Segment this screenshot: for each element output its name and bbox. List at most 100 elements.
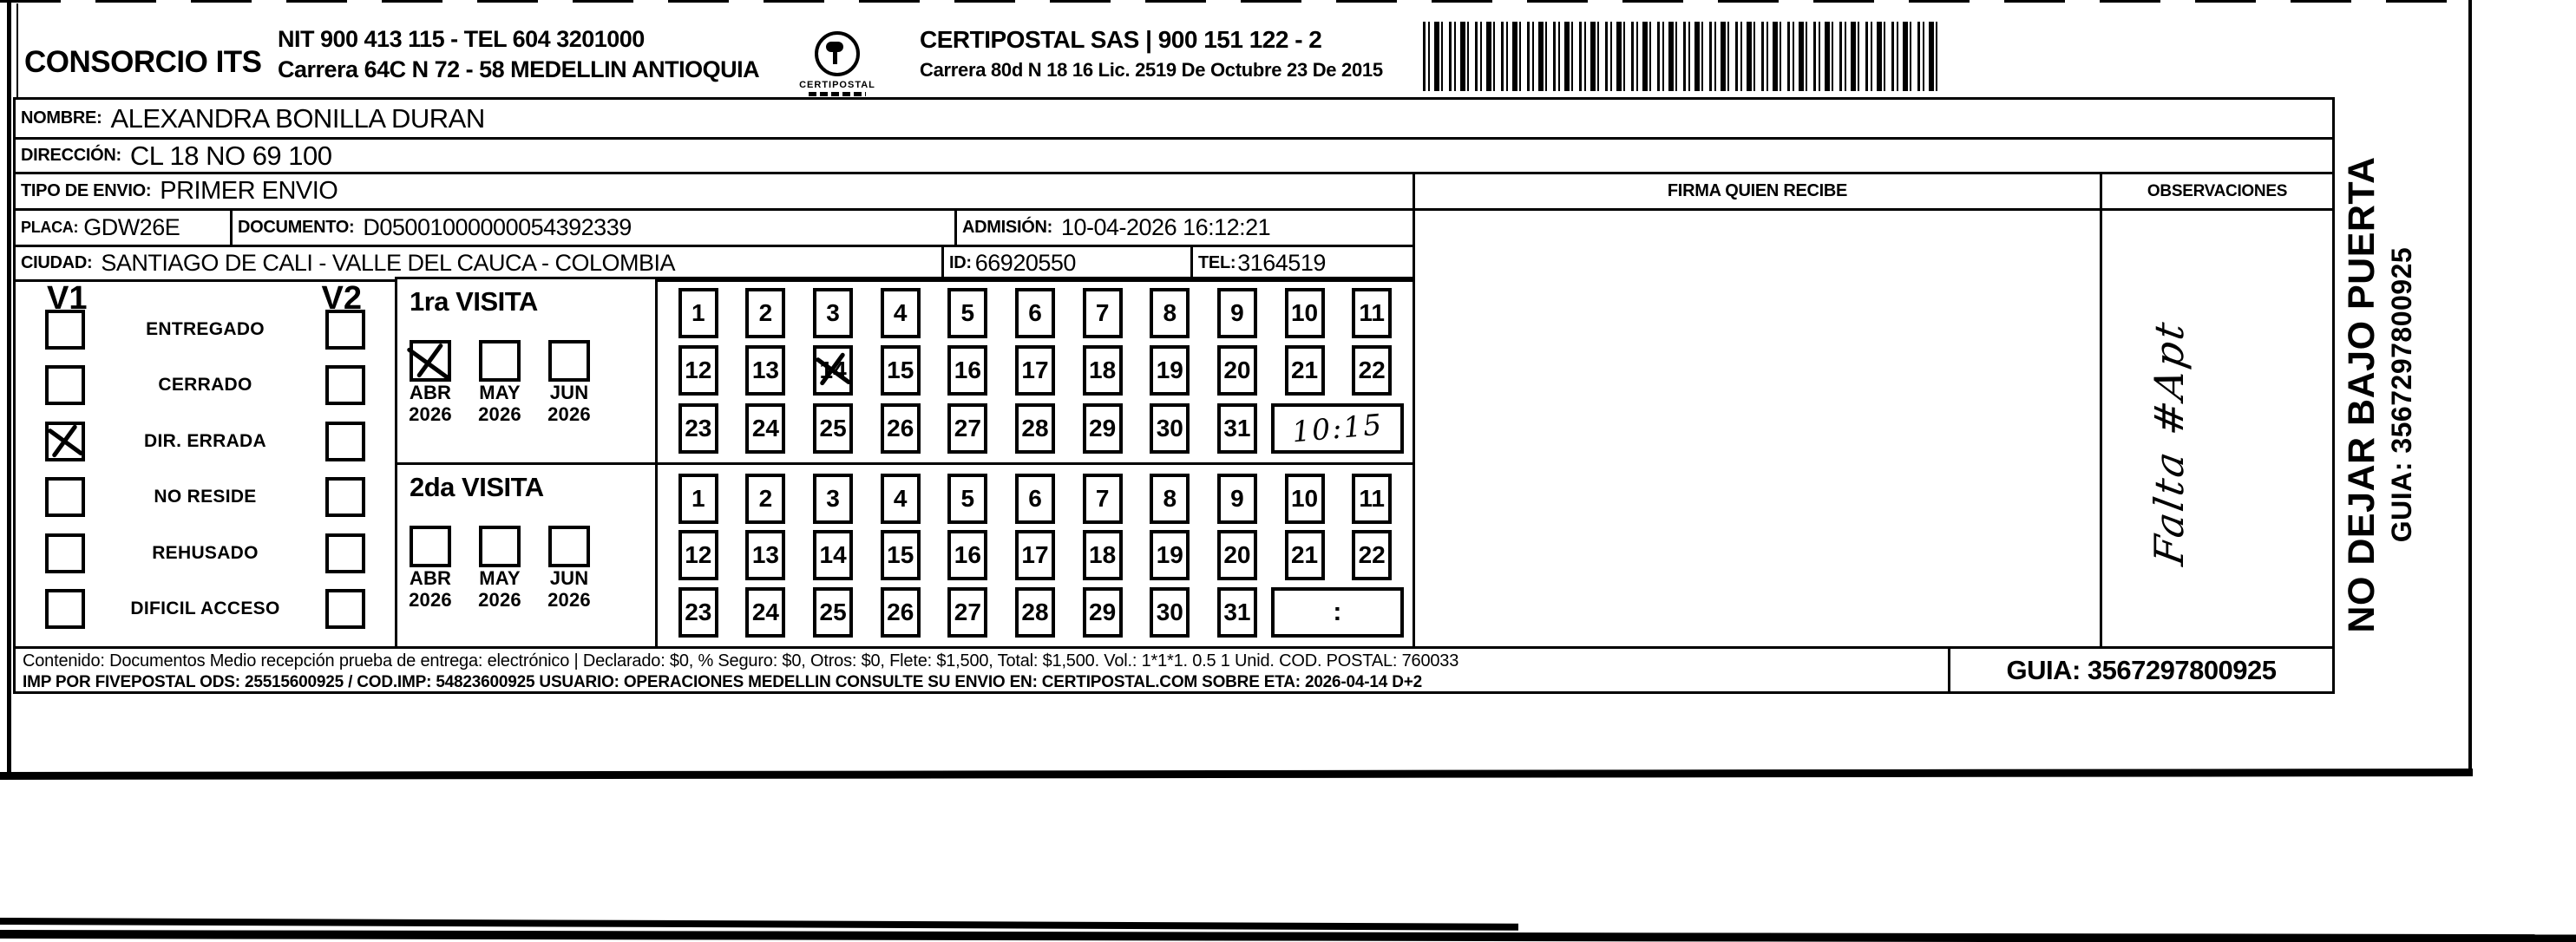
day-number: 26 xyxy=(880,402,921,454)
status-option-label: NO RESIDE xyxy=(154,487,257,507)
day-cell: 22 xyxy=(1352,345,1393,396)
company-nit-line: NIT 900 413 115 - TEL 604 3201000 xyxy=(278,26,645,52)
day-number: 16 xyxy=(947,530,988,581)
day-cell: 10 xyxy=(1284,288,1325,339)
status-option-label: DIFICIL ACCESO xyxy=(130,598,280,618)
footer-details-cell: Contenido: Documentos Medio recepción pr… xyxy=(13,646,1950,694)
day-cell: 10 xyxy=(1284,473,1325,524)
scan-top-edge-line xyxy=(0,0,2477,3)
day-cell: 8 xyxy=(1150,473,1190,524)
day-number: 7 xyxy=(1082,288,1123,339)
day-number: 28 xyxy=(1014,402,1055,454)
tipo-envio-label: TIPO DE ENVIO: xyxy=(21,181,152,200)
day-cell: 7 xyxy=(1082,473,1123,524)
day-number: 31 xyxy=(1216,587,1257,638)
day-cell: 18 xyxy=(1082,530,1123,581)
day-number: 14 xyxy=(813,345,854,396)
day-number: 5 xyxy=(947,288,988,339)
day-cell: 4 xyxy=(880,473,921,524)
day-number: 15 xyxy=(880,345,921,396)
v2-checkbox xyxy=(325,421,365,461)
certipostal-logo: CERTIPOSTAL xyxy=(785,31,889,96)
month-label: JUN xyxy=(549,382,589,403)
v1-checkbox xyxy=(45,533,85,573)
scan-right-edge-line xyxy=(2468,0,2472,774)
month-year: 2026 xyxy=(547,589,591,611)
day-cell: 27 xyxy=(947,587,988,638)
first-visit-panel: 1ra VISITA ABR 2026 MAY 2026 JUN 2026 xyxy=(395,277,658,465)
day-cell: 23 xyxy=(678,402,718,454)
day-cell: 6 xyxy=(1014,288,1055,339)
day-number: 30 xyxy=(1150,402,1190,454)
day-number: 23 xyxy=(678,402,718,454)
id-value: 66920550 xyxy=(974,250,1077,276)
day-cell: 19 xyxy=(1150,530,1190,581)
firma-signature-area xyxy=(1413,208,2102,649)
day-cell: 30 xyxy=(1150,402,1190,454)
tel-value: 3164519 xyxy=(1237,250,1326,276)
company-name: CONSORCIO ITS xyxy=(24,45,262,79)
day-cell: 21 xyxy=(1284,345,1325,396)
day-cell: 1 xyxy=(678,288,718,339)
status-option-row: DIFICIL ACCESO xyxy=(16,588,395,629)
status-option-label: REHUSADO xyxy=(152,542,259,563)
day-number: 25 xyxy=(813,587,854,638)
day-number: 13 xyxy=(745,345,786,396)
nombre-row: NOMBRE: ALEXANDRA BONILLA DURAN xyxy=(13,97,2335,140)
day-cell: 20 xyxy=(1216,530,1257,581)
v1-checkbox xyxy=(45,365,85,406)
month-year: 2026 xyxy=(409,589,452,611)
postal-address-line: Carrera 80d N 18 16 Lic. 2519 De Octubre… xyxy=(920,59,1383,81)
month-checkbox xyxy=(410,526,451,567)
month-checkbox xyxy=(479,340,521,382)
observaciones-column-header: OBSERVACIONES xyxy=(2100,172,2335,211)
day-cell: 12 xyxy=(678,345,718,396)
status-option-row: REHUSADO xyxy=(16,533,395,573)
v2-checkbox xyxy=(325,477,365,518)
handwritten-time: 10:15 xyxy=(1290,407,1385,449)
v1-column-header: V1 xyxy=(47,280,88,317)
day-number: 18 xyxy=(1082,530,1123,581)
day-cell: 9 xyxy=(1216,473,1257,524)
month-checkbox xyxy=(410,340,451,382)
v2-checkbox xyxy=(325,588,365,629)
day-cell: 13 xyxy=(745,345,786,396)
day-number: 10 xyxy=(1284,473,1325,524)
firma-column-header: FIRMA QUIEN RECIBE xyxy=(1413,172,2102,211)
first-visit-calendar: 1 2 3 4 5 6 7 8 9 10 11 12 xyxy=(655,277,1415,465)
month-checkbox xyxy=(479,526,521,567)
first-visit-months: ABR 2026 MAY 2026 JUN 2026 xyxy=(409,340,655,425)
direccion-value: CL 18 NO 69 100 xyxy=(129,140,332,171)
month-option: MAY 2026 xyxy=(478,526,521,611)
day-number: 3 xyxy=(813,473,854,524)
day-number: 2 xyxy=(745,288,786,339)
second-visit-months: ABR 2026 MAY 2026 JUN 2026 xyxy=(409,526,655,611)
day-number: 8 xyxy=(1150,473,1190,524)
day-number: 24 xyxy=(745,587,786,638)
handwritten-observation-note: Falta #Apt xyxy=(2146,316,2193,569)
second-visit-title: 2da VISITA xyxy=(410,472,544,502)
day-number: 8 xyxy=(1150,288,1190,339)
day-cell: 1 xyxy=(678,473,718,524)
admision-label: ADMISIÓN: xyxy=(962,218,1052,237)
day-number: 17 xyxy=(1014,345,1055,396)
second-visit-panel: 2da VISITA ABR 2026 MAY 2026 JUN 2026 xyxy=(395,462,658,649)
day-cell: 2 xyxy=(745,473,786,524)
v2-checkbox xyxy=(325,310,365,350)
footer-imp-line: IMP POR FIVEPOSTAL ODS: 25515600925 / CO… xyxy=(23,673,1422,691)
day-cell: 31 xyxy=(1216,587,1257,638)
day-number: 20 xyxy=(1216,345,1257,396)
v2-checkbox xyxy=(325,533,365,573)
certipostal-logo-text: CERTIPOSTAL xyxy=(799,80,875,90)
day-number: 5 xyxy=(947,473,988,524)
day-cell: 8 xyxy=(1150,288,1190,339)
second-visit-time-box: : xyxy=(1270,587,1404,638)
day-number: 11 xyxy=(1352,473,1393,524)
day-number: 11 xyxy=(1352,288,1393,339)
day-number: 2 xyxy=(745,473,786,524)
day-number: 19 xyxy=(1150,530,1190,581)
postal-company-line: CERTIPOSTAL SAS | 900 151 122 - 2 xyxy=(920,26,1322,53)
day-number: 15 xyxy=(880,530,921,581)
logo-tagline-smudge xyxy=(809,92,866,96)
status-options-list: ENTREGADO CERRADO DIR. ERRADA NO RESIDE xyxy=(16,310,395,629)
